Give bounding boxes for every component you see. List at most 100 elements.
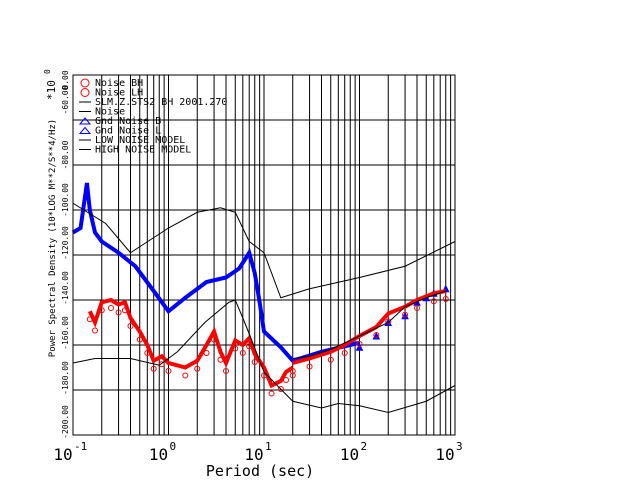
legend-label: Gnd Noise B <box>95 116 161 127</box>
legend-item: Gnd Noise B <box>78 116 161 127</box>
data-point <box>442 296 449 302</box>
y-multiplier: *10 0 <box>43 69 58 100</box>
series-high-noise-model <box>72 202 456 299</box>
data-point <box>246 343 253 350</box>
data-point <box>430 298 437 305</box>
data-point <box>355 343 364 351</box>
legend-item: Gnd Noise L <box>78 126 161 137</box>
x-tick-exp: 2 <box>361 440 368 453</box>
data-point <box>158 361 165 368</box>
x-tick-base: 10 <box>340 445 359 464</box>
data-point <box>121 307 128 314</box>
data-point <box>136 336 143 343</box>
series-line <box>292 289 447 365</box>
y-axis-label: Power Spectral Density (10*LOG M**2/S**4… <box>48 119 58 357</box>
legend-label: SLM.Z.STS2 BH 2001.270 <box>95 97 227 108</box>
grid <box>72 74 455 436</box>
data-point <box>211 336 218 343</box>
data-point <box>283 377 290 383</box>
data-point <box>194 365 201 372</box>
data-point <box>356 341 363 347</box>
y-tick-label: -80.00 <box>61 140 70 169</box>
data-point <box>98 307 105 314</box>
data-point <box>306 363 313 370</box>
x-tick-label: 10 3 <box>435 440 462 464</box>
legend-label: Gnd Noise L <box>95 126 161 137</box>
data-point <box>92 327 99 334</box>
y-tick-label: 0.00 <box>61 70 70 89</box>
data-point <box>341 350 348 356</box>
data-point <box>385 318 392 325</box>
y-tick-label: -140.00 <box>61 271 70 305</box>
x-axis-label: Period (sec) <box>206 462 314 480</box>
y-tick-label: -120.00 <box>61 226 70 260</box>
series-line <box>72 299 456 414</box>
data-point <box>239 350 246 356</box>
data-point <box>327 356 334 363</box>
legend-label: Noise LH <box>95 88 143 99</box>
data-point <box>86 316 93 323</box>
x-tick-base: 10 <box>53 445 72 464</box>
svg-text:0: 0 <box>43 69 52 74</box>
data-point <box>203 350 210 356</box>
data-point <box>268 390 275 397</box>
x-tick-base: 10 <box>435 445 454 464</box>
y-tick-label: -100.00 <box>61 183 70 217</box>
legend-label: Noise BH <box>95 78 143 89</box>
y-tick-labels: 0.00-60.00 -80.00 -100.00 -120.00 -140.00 -16… <box>61 70 70 439</box>
data-point <box>222 368 229 374</box>
data-point <box>373 332 380 338</box>
legend-item: HIGH NOISE MODEL <box>79 145 191 156</box>
legend-item: Noise LH <box>80 88 143 99</box>
legend-triangle-icon <box>78 126 92 134</box>
series-low-noise-model <box>72 299 456 414</box>
legend-item: LOW NOISE MODEL <box>79 135 185 146</box>
legend-item: Noise <box>79 107 125 118</box>
series-noise-lh <box>289 289 449 374</box>
y-tick-label: -160.00 <box>61 316 70 350</box>
legend-label: Noise <box>95 107 125 118</box>
data-point <box>232 345 239 352</box>
data-point <box>108 305 115 311</box>
series-gnd-noise-l <box>355 284 450 351</box>
series-line <box>72 202 456 299</box>
series-layer <box>71 182 456 414</box>
data-point <box>182 372 189 379</box>
x-tick-exp: 0 <box>170 440 177 453</box>
series-gnd-noise-b <box>71 182 360 364</box>
series-line <box>71 182 360 364</box>
x-tick-base: 10 <box>149 445 168 464</box>
series-line <box>292 290 446 359</box>
data-point <box>289 368 296 374</box>
data-point <box>261 372 267 379</box>
svg-text:*10: *10 <box>45 80 58 100</box>
data-point <box>144 350 151 356</box>
x-tick-exp: 3 <box>456 440 463 453</box>
legend-item: SLM.Z.STS2 BH 2001.270 <box>79 97 227 108</box>
legend-label: HIGH NOISE MODEL <box>95 145 191 156</box>
plot-frame <box>72 74 456 436</box>
data-point <box>413 305 420 311</box>
y-tick-label: -200.00 <box>61 405 70 439</box>
legend-label: LOW NOISE MODEL <box>95 135 185 146</box>
data-point <box>115 309 122 316</box>
data-point <box>165 368 172 374</box>
data-point <box>402 311 409 318</box>
x-tick-label: 10 1 <box>244 440 271 464</box>
x-tick-label: 10 2 <box>340 440 367 464</box>
data-point <box>251 359 258 365</box>
y-tick-label: -180.00 <box>61 361 70 395</box>
legend-item: Noise BH <box>80 78 143 89</box>
x-tick-exp: 1 <box>265 440 272 453</box>
data-point <box>277 386 284 392</box>
legend-triangle-icon <box>78 117 92 125</box>
x-tick-base: 10 <box>244 445 263 464</box>
data-point <box>127 323 134 329</box>
y-tick-label: -60.00 <box>61 85 70 114</box>
x-tick-labels: 10 -1 10 0 10 1 10 2 10 3 <box>53 440 462 464</box>
legend-circle-icon <box>80 78 90 88</box>
series-noise <box>292 290 446 359</box>
data-point <box>150 365 157 372</box>
x-tick-label: 10 -1 <box>53 440 87 464</box>
